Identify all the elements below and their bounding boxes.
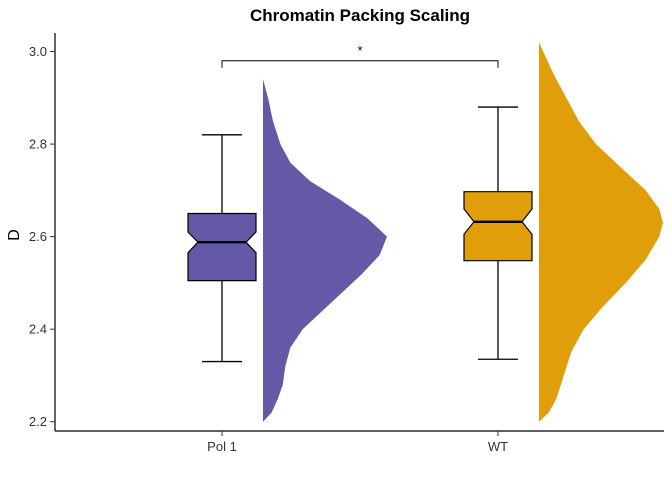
significance-label: * <box>357 43 362 58</box>
y-tick-label: 3.0 <box>29 44 47 59</box>
y-tick-label: 2.2 <box>29 414 47 429</box>
series-wt <box>463 42 663 422</box>
box <box>463 191 533 262</box>
y-tick-label: 2.8 <box>29 137 47 152</box>
chart-title: Chromatin Packing Scaling <box>250 6 470 25</box>
violin-half <box>263 79 387 422</box>
y-axis-label: D <box>6 229 23 241</box>
y-tick-label: 2.4 <box>29 322 47 337</box>
x-tick-label: Pol 1 <box>207 439 237 454</box>
significance-bracket: * <box>221 43 499 68</box>
violin-half <box>539 42 663 422</box>
box <box>187 212 257 282</box>
plot-panel: 2.2 2.4 2.6 2.8 3.0 Pol 1 WT * <box>29 33 664 454</box>
y-tick-label: 2.6 <box>29 229 47 244</box>
series-pol-1 <box>187 79 387 422</box>
bracket-line <box>221 60 499 68</box>
x-tick-label: WT <box>488 439 508 454</box>
